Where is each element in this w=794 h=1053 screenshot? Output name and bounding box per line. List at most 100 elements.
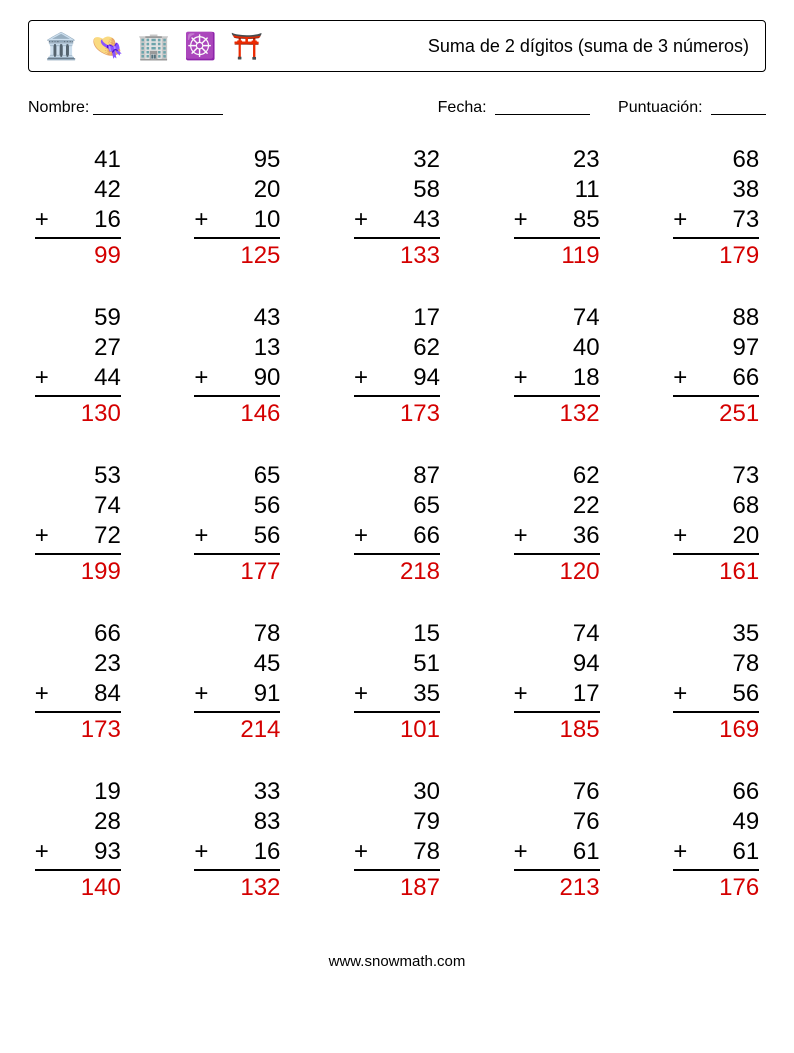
plus-operator: +: [673, 679, 687, 709]
problem: 1551+35101: [354, 619, 440, 745]
addend-3-row: +61: [514, 837, 600, 871]
addend-3: 85: [528, 205, 600, 235]
addend-2: 74: [35, 491, 121, 521]
plus-operator: +: [673, 837, 687, 867]
answer: 214: [194, 713, 280, 745]
problem: 8897+66251: [673, 303, 759, 429]
answer: 101: [354, 713, 440, 745]
addend-2: 83: [194, 807, 280, 837]
answer: 132: [514, 397, 600, 429]
addend-1: 62: [514, 461, 600, 491]
problem: 7676+61213: [514, 777, 600, 903]
addend-3-row: +20: [673, 521, 759, 555]
addend-3: 56: [208, 521, 280, 551]
answer: 119: [514, 239, 600, 271]
addend-3: 35: [368, 679, 440, 709]
problems-grid: 4142+16999520+101253258+431332311+851196…: [28, 145, 766, 903]
addend-3-row: +78: [354, 837, 440, 871]
addend-1: 30: [354, 777, 440, 807]
addend-1: 59: [35, 303, 121, 333]
addend-2: 27: [35, 333, 121, 363]
addend-3-row: +94: [354, 363, 440, 397]
addend-3: 91: [208, 679, 280, 709]
addend-3-row: +36: [514, 521, 600, 555]
addend-1: 78: [194, 619, 280, 649]
problem: 7368+20161: [673, 461, 759, 587]
addend-1: 87: [354, 461, 440, 491]
addend-3-row: +35: [354, 679, 440, 713]
plus-operator: +: [354, 837, 368, 867]
plus-operator: +: [354, 363, 368, 393]
addend-2: 42: [35, 175, 121, 205]
problem: 6623+84173: [35, 619, 121, 745]
problem: 6556+56177: [194, 461, 280, 587]
addend-3-row: +16: [194, 837, 280, 871]
plus-operator: +: [514, 205, 528, 235]
addend-3-row: +16: [35, 205, 121, 239]
addend-2: 11: [514, 175, 600, 205]
answer: 173: [354, 397, 440, 429]
problem: 1928+93140: [35, 777, 121, 903]
name-blank[interactable]: [93, 99, 223, 115]
addend-1: 41: [35, 145, 121, 175]
answer: 120: [514, 555, 600, 587]
plus-operator: +: [35, 363, 49, 393]
addend-3-row: +84: [35, 679, 121, 713]
problem: 7494+17185: [514, 619, 600, 745]
date-blank[interactable]: [495, 99, 590, 115]
addend-3: 66: [368, 521, 440, 551]
addend-3: 16: [49, 205, 121, 235]
addend-3-row: +66: [673, 363, 759, 397]
plus-operator: +: [194, 205, 208, 235]
problem: 4142+1699: [35, 145, 121, 271]
plus-operator: +: [673, 521, 687, 551]
problem: 3578+56169: [673, 619, 759, 745]
problem: 3383+16132: [194, 777, 280, 903]
plus-operator: +: [354, 679, 368, 709]
addend-3-row: +90: [194, 363, 280, 397]
problem: 7440+18132: [514, 303, 600, 429]
answer: 179: [673, 239, 759, 271]
header-icon: 🏛️: [45, 31, 77, 62]
addend-3: 93: [49, 837, 121, 867]
addend-1: 68: [673, 145, 759, 175]
addend-3-row: +56: [194, 521, 280, 555]
addend-3-row: +43: [354, 205, 440, 239]
header-icons-row: 🏛️ 👒 🏢 ☸️ ⛩️: [45, 31, 263, 62]
addend-3: 18: [528, 363, 600, 393]
addend-1: 33: [194, 777, 280, 807]
addend-1: 74: [514, 303, 600, 333]
answer: 161: [673, 555, 759, 587]
answer: 99: [35, 239, 121, 271]
addend-3: 10: [208, 205, 280, 235]
plus-operator: +: [35, 837, 49, 867]
addend-1: 19: [35, 777, 121, 807]
score-blank[interactable]: [711, 99, 766, 115]
problem: 4313+90146: [194, 303, 280, 429]
addend-2: 13: [194, 333, 280, 363]
addend-1: 74: [514, 619, 600, 649]
header-icon: 🏢: [138, 31, 170, 62]
header-icon: ⛩️: [231, 31, 263, 62]
answer: 187: [354, 871, 440, 903]
plus-operator: +: [673, 363, 687, 393]
addend-1: 66: [673, 777, 759, 807]
addend-2: 45: [194, 649, 280, 679]
answer: 199: [35, 555, 121, 587]
answer: 140: [35, 871, 121, 903]
addend-3-row: +66: [354, 521, 440, 555]
addend-2: 97: [673, 333, 759, 363]
addend-3: 72: [49, 521, 121, 551]
plus-operator: +: [354, 205, 368, 235]
addend-3-row: +91: [194, 679, 280, 713]
addend-2: 20: [194, 175, 280, 205]
addend-2: 51: [354, 649, 440, 679]
addend-1: 17: [354, 303, 440, 333]
addend-3-row: +10: [194, 205, 280, 239]
problem: 6222+36120: [514, 461, 600, 587]
addend-3: 78: [368, 837, 440, 867]
header-icon: ☸️: [184, 31, 216, 62]
addend-2: 94: [514, 649, 600, 679]
addend-2: 65: [354, 491, 440, 521]
addend-3: 84: [49, 679, 121, 709]
